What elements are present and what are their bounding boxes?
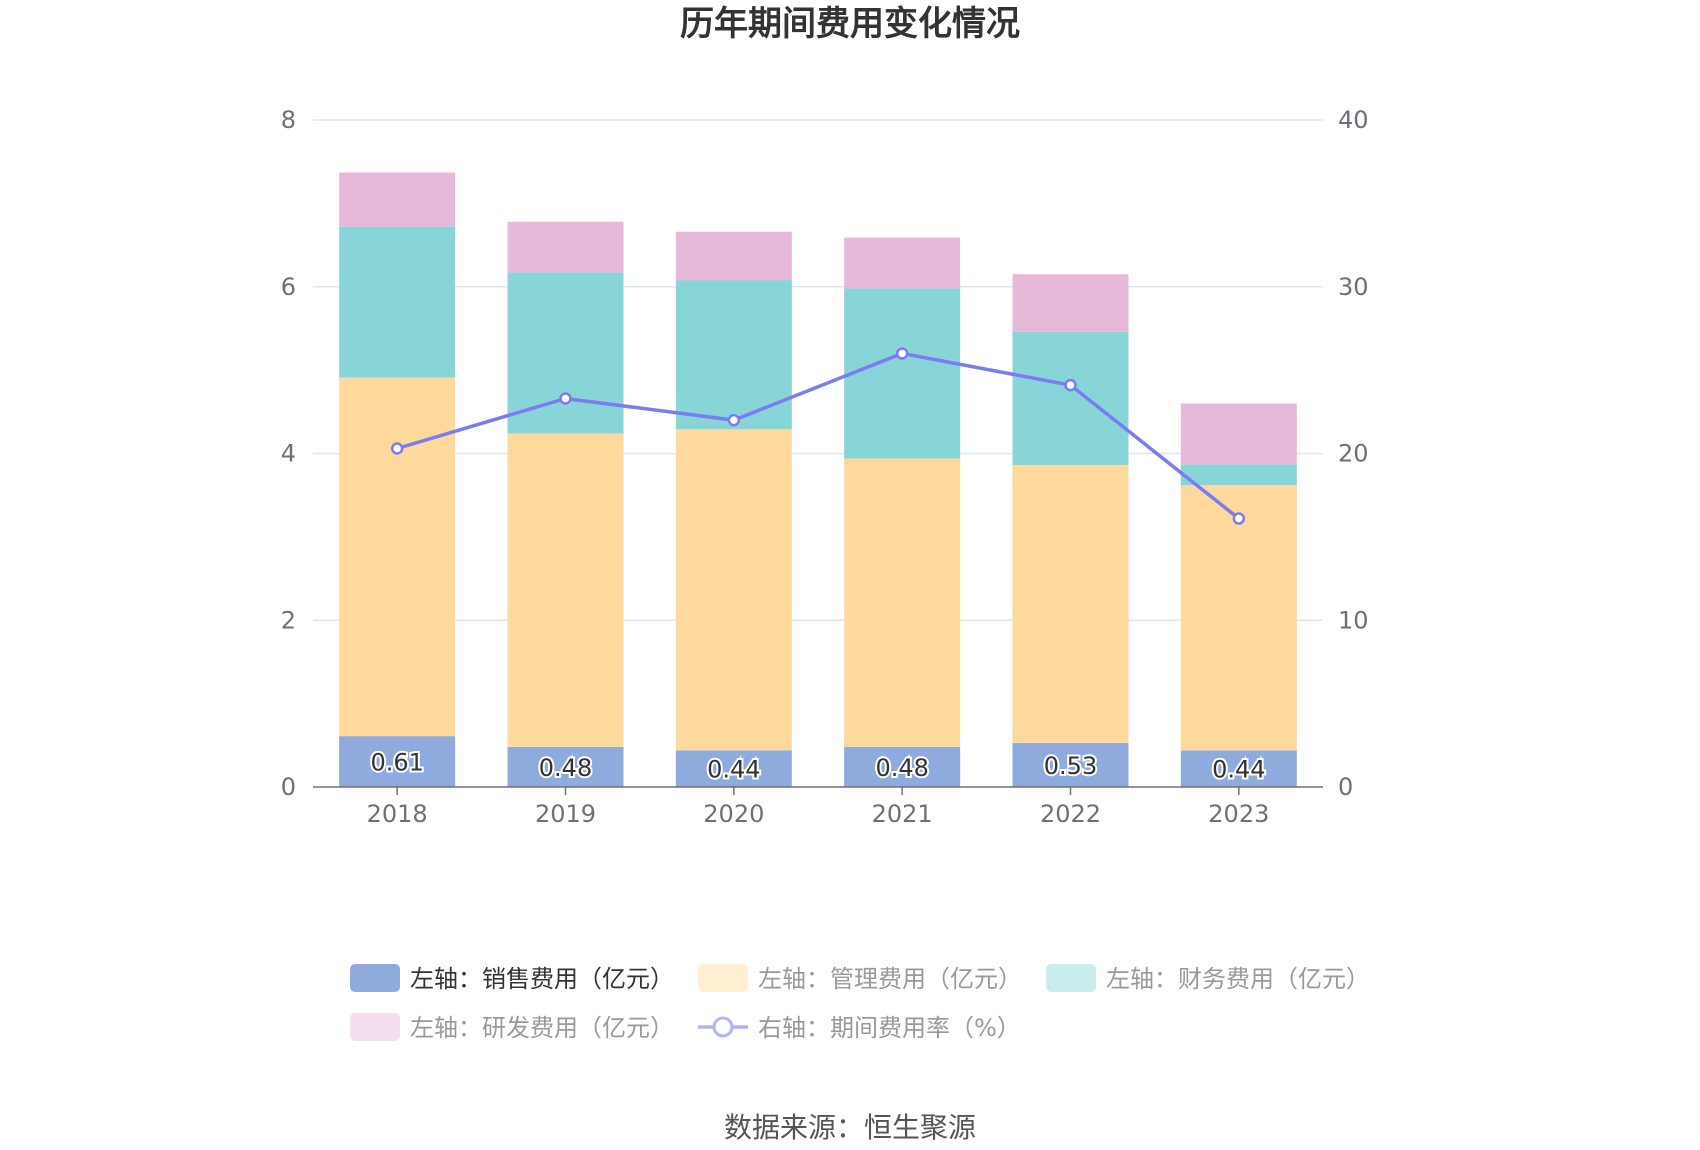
- legend-label: 左轴：研发费用（亿元）: [410, 1014, 674, 1042]
- bar-segment: [844, 237, 961, 289]
- legend-swatch-icon: [350, 964, 400, 992]
- y-right-tick-label: 10: [1338, 606, 1369, 634]
- bar-segment: [1180, 464, 1297, 486]
- bar-segment: [1180, 485, 1297, 751]
- y-left-tick-label: 4: [281, 440, 296, 468]
- y-left-tick-label: 8: [281, 106, 296, 134]
- bar-segment: [844, 746, 961, 787]
- bar-segment: [339, 377, 456, 737]
- bar-segment: [675, 280, 792, 430]
- rate-point: [1232, 512, 1246, 525]
- data-labels: 0.61 0.48 0.44 0.48 0.53 0.44: [368, 747, 1267, 786]
- y-right-tick-label: 0: [1338, 773, 1353, 801]
- data-label: 0.44: [1212, 756, 1265, 784]
- x-tick-label: 2019: [535, 800, 596, 828]
- rate-point: [390, 442, 404, 455]
- bar-segment: [1012, 742, 1129, 787]
- x-tick-label: 2020: [703, 800, 764, 828]
- y-right-tick-label: 40: [1338, 106, 1369, 134]
- bar-segment: [1180, 750, 1297, 787]
- rate-line-path: [396, 351, 1240, 520]
- legend-label: 左轴：管理费用（亿元）: [758, 965, 1022, 993]
- rate-point: [727, 413, 741, 427]
- data-label: 0.44: [707, 756, 760, 784]
- legend-label: 左轴：销售费用（亿元）: [410, 965, 674, 993]
- x-tick-label: 2022: [1040, 800, 1101, 828]
- bar-segment: [507, 272, 624, 434]
- bar-segment: [1180, 403, 1297, 465]
- bar-segment: [339, 736, 456, 787]
- bar-segments: [339, 172, 1297, 787]
- legend-swatch-icon: [698, 964, 748, 992]
- bar-segment: [339, 172, 456, 227]
- bar-segment: [507, 433, 624, 747]
- chart-title: 历年期间费用变化情况: [680, 4, 1020, 44]
- grid-lines: [313, 119, 1323, 621]
- y-left-tick-label: 6: [281, 273, 296, 301]
- axes: 0 2 4 6 8 0 10 20 30 40 2018 2019 2020 2021 2022 2023: [281, 106, 1369, 828]
- bar-segment: [675, 429, 792, 751]
- bar-segment: [844, 458, 961, 747]
- data-label: 0.53: [1044, 752, 1097, 780]
- bar-segment: [1012, 465, 1129, 743]
- y-right-tick-label: 20: [1338, 440, 1369, 468]
- legend-swatch-icon: [350, 1013, 400, 1041]
- x-tick-label: 2018: [367, 800, 428, 828]
- source-text: 数据来源：恒生聚源: [724, 1111, 976, 1144]
- bar-segment: [507, 746, 624, 787]
- bar-segment: [675, 231, 792, 281]
- rate-point: [1064, 378, 1077, 392]
- legend-label: 左轴：财务费用（亿元）: [1106, 965, 1370, 993]
- x-tick-label: 2023: [1208, 800, 1269, 828]
- rate-point: [895, 347, 909, 360]
- bar-segment: [1012, 331, 1129, 466]
- legend: 左轴：销售费用（亿元） 左轴：管理费用（亿元） 左轴：财务费用（亿元） 左轴：研发费用…: [350, 964, 1370, 1042]
- y-right-tick-label: 30: [1338, 273, 1369, 301]
- bar-segment: [844, 288, 961, 459]
- data-label: 0.61: [370, 749, 423, 777]
- rate-line: [390, 347, 1246, 525]
- legend-marker-icon: [712, 1016, 734, 1038]
- data-label: 0.48: [875, 754, 928, 782]
- bar-segment: [339, 226, 456, 378]
- y-left-tick-label: 0: [281, 773, 296, 801]
- legend-label: 右轴：期间费用率（%）: [758, 1014, 1021, 1042]
- bar-segment: [1012, 274, 1129, 332]
- x-tick-label: 2021: [872, 800, 933, 828]
- bar-segment: [507, 221, 624, 273]
- y-left-tick-label: 2: [281, 606, 296, 634]
- legend-swatch-icon: [1046, 964, 1096, 992]
- data-label: 0.48: [539, 754, 592, 782]
- bar-segment: [675, 750, 792, 787]
- rate-point: [559, 392, 572, 405]
